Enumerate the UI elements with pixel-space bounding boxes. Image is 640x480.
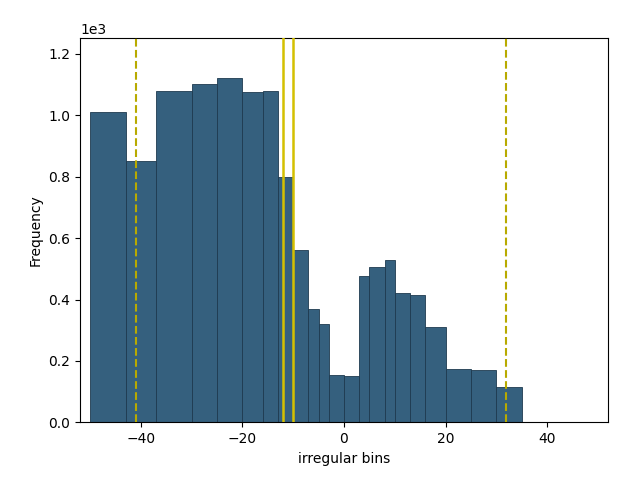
Bar [263, 91, 278, 422]
Bar [319, 324, 329, 422]
Bar [278, 177, 293, 422]
Bar [125, 161, 156, 422]
Bar [471, 370, 496, 422]
Bar [344, 376, 359, 422]
Bar [369, 267, 385, 422]
Bar [156, 91, 192, 422]
Bar [445, 369, 471, 422]
Bar [329, 375, 344, 422]
Bar [496, 387, 522, 422]
Bar [192, 84, 217, 422]
Bar [395, 293, 410, 422]
Bar [243, 92, 263, 422]
Bar [410, 295, 425, 422]
Y-axis label: Frequency: Frequency [29, 194, 43, 266]
Bar [385, 260, 395, 422]
Bar [308, 309, 319, 422]
Bar [359, 276, 369, 422]
Bar [217, 78, 243, 422]
X-axis label: irregular bins: irregular bins [298, 452, 390, 466]
Bar [90, 112, 125, 422]
Bar [293, 251, 308, 422]
Bar [425, 327, 445, 422]
